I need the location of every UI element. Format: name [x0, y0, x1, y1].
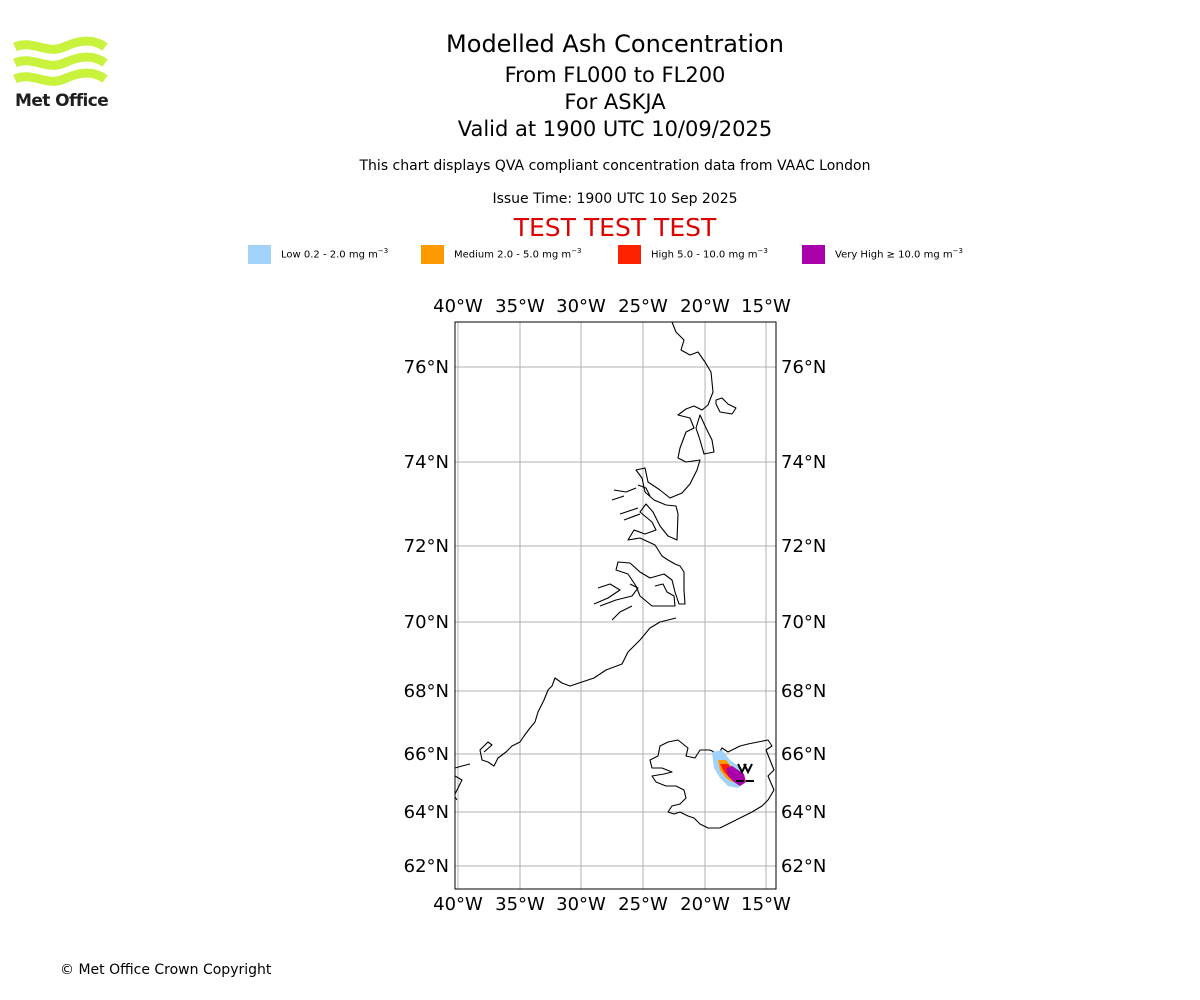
- lat-label-right: 66°N: [781, 744, 826, 765]
- met-office-logo: [13, 36, 108, 86]
- legend-item-medium: Medium 2.0 - 5.0 mg m−3: [421, 244, 581, 264]
- legend-exponent: −3: [952, 247, 963, 256]
- legend-label-very-high: Very High ≥ 10.0 mg m: [835, 249, 953, 261]
- lon-label-top: 30°W: [556, 296, 606, 317]
- legend-item-very-high: Very High ≥ 10.0 mg m−3: [802, 244, 963, 264]
- lon-label-top: 35°W: [495, 296, 545, 317]
- lon-label-bottom: 40°W: [433, 894, 483, 915]
- lat-label-left: 72°N: [404, 536, 449, 557]
- lat-label-right: 72°N: [781, 536, 826, 557]
- lat-label-left: 76°N: [404, 357, 449, 378]
- legend-exponent: −3: [757, 247, 768, 256]
- lon-label-top: 20°W: [680, 296, 730, 317]
- flight-level-range: From FL000 to FL200: [504, 63, 726, 87]
- logo-text: Met Office: [15, 91, 109, 111]
- legend-item-low: Low 0.2 - 2.0 mg m−3: [248, 244, 388, 264]
- lon-label-bottom: 30°W: [556, 894, 606, 915]
- compliance-note: This chart displays QVA compliant concen…: [359, 158, 871, 174]
- lon-label-top: 25°W: [618, 296, 668, 317]
- lat-label-left: 64°N: [404, 802, 449, 823]
- lat-label-left: 62°N: [404, 856, 449, 877]
- lat-label-right: 64°N: [781, 802, 826, 823]
- valid-time: Valid at 1900 UTC 10/09/2025: [457, 117, 773, 141]
- legend-swatch-low: [248, 244, 271, 264]
- map-frame: [454, 321, 777, 890]
- lat-label-left: 70°N: [404, 612, 449, 633]
- lat-label-right: 68°N: [781, 681, 826, 702]
- lat-label-right: 62°N: [781, 856, 826, 877]
- legend-swatch-medium: [421, 244, 444, 264]
- legend-label-low: Low 0.2 - 2.0 mg m: [281, 249, 378, 261]
- lon-label-top: 40°W: [433, 296, 483, 317]
- legend-label-medium: Medium 2.0 - 5.0 mg m: [454, 249, 572, 261]
- legend-item-high: High 5.0 - 10.0 mg m−3: [618, 244, 768, 264]
- lat-label-left: 66°N: [404, 744, 449, 765]
- lon-label-bottom: 35°W: [495, 894, 545, 915]
- chart-title: Modelled Ash Concentration: [446, 30, 784, 58]
- volcano-marker: [736, 763, 754, 782]
- greenland-fjords: [593, 397, 737, 621]
- legend-exponent: −3: [377, 247, 389, 256]
- lat-label-right: 74°N: [781, 452, 826, 473]
- lon-label-bottom: 15°W: [741, 894, 791, 915]
- legend-exponent: −3: [571, 247, 582, 256]
- logo-waves: [13, 36, 108, 86]
- copyright-notice: © Met Office Crown Copyright: [60, 962, 272, 978]
- coastlines: [454, 321, 775, 829]
- legend-swatch-very-high: [802, 244, 825, 264]
- lat-label-left: 68°N: [404, 681, 449, 702]
- lat-label-right: 76°N: [781, 357, 826, 378]
- lat-label-right: 70°N: [781, 612, 826, 633]
- legend-label-high: High 5.0 - 10.0 mg m: [651, 249, 758, 261]
- iceland-coast: [649, 739, 775, 829]
- lat-label-left: 74°N: [404, 452, 449, 473]
- lon-label-bottom: 20°W: [680, 894, 730, 915]
- lon-label-bottom: 25°W: [618, 894, 668, 915]
- greenland-east-coast: [454, 321, 714, 801]
- test-banner: TEST TEST TEST: [513, 213, 717, 242]
- lon-label-top: 15°W: [741, 296, 791, 317]
- issue-time: Issue Time: 1900 UTC 10 Sep 2025: [492, 191, 738, 207]
- volcano-name: For ASKJA: [564, 90, 666, 114]
- map-gridlines: [455, 322, 776, 889]
- legend-swatch-high: [618, 244, 641, 264]
